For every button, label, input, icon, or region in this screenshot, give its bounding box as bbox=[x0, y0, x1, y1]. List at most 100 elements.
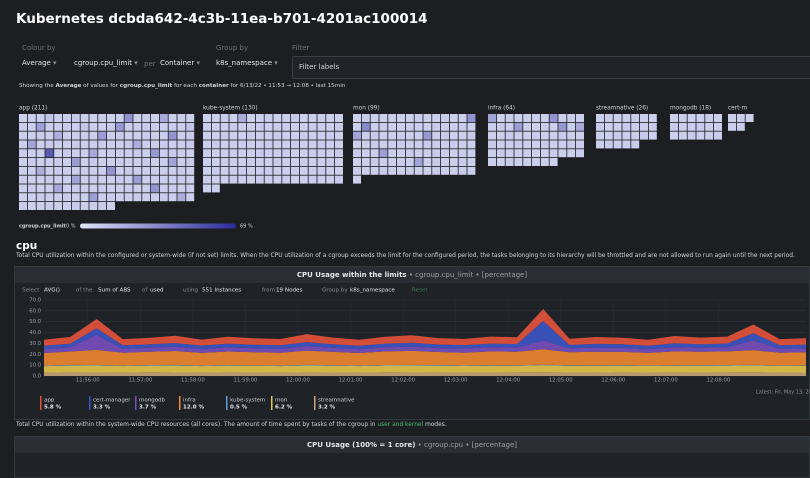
heat-cell bbox=[432, 122, 441, 131]
heat-cell bbox=[186, 140, 195, 149]
heat-cell bbox=[203, 184, 211, 193]
heat-cell bbox=[107, 149, 115, 158]
heat-cell bbox=[63, 184, 71, 193]
heat-cell bbox=[124, 131, 133, 140]
heat-cell bbox=[124, 193, 133, 202]
aggregation-dropdown[interactable]: Average bbox=[22, 59, 57, 67]
heat-cell bbox=[282, 149, 291, 158]
heat-cell bbox=[80, 175, 89, 184]
heat-cell bbox=[335, 149, 343, 158]
heat-cell bbox=[596, 140, 604, 149]
heat-cell bbox=[133, 149, 142, 158]
y-tick-label: 40.0 bbox=[29, 330, 41, 336]
heat-cell bbox=[71, 184, 80, 193]
heat-cell bbox=[640, 122, 648, 131]
heat-cell bbox=[353, 166, 361, 175]
heat-cell bbox=[151, 184, 159, 193]
heat-cell bbox=[604, 131, 613, 140]
heat-cell bbox=[124, 149, 133, 158]
heat-cell bbox=[317, 149, 326, 158]
heat-cell bbox=[36, 193, 45, 202]
heat-cell bbox=[63, 193, 71, 202]
heat-cell bbox=[458, 149, 467, 158]
heat-cell bbox=[238, 140, 247, 149]
group-label: cert-m bbox=[728, 106, 748, 112]
group-label: streamnative (26) bbox=[596, 106, 648, 112]
heat-cell bbox=[273, 175, 282, 184]
heat-cell bbox=[107, 175, 115, 184]
section-title: cpu bbox=[16, 240, 38, 252]
heat-cell bbox=[151, 140, 159, 149]
heat-cell bbox=[211, 184, 220, 193]
heat-cell bbox=[467, 131, 476, 140]
heat-cell bbox=[558, 114, 567, 122]
group-by-dropdown[interactable]: k8s_namespace bbox=[216, 59, 278, 67]
heat-cell bbox=[107, 140, 115, 149]
per-dropdown[interactable]: Container bbox=[160, 59, 200, 67]
heat-cell bbox=[19, 149, 27, 158]
heat-cell bbox=[36, 114, 45, 122]
description-text: modes. bbox=[423, 422, 447, 428]
heat-cell bbox=[107, 122, 115, 131]
heat-cell bbox=[388, 149, 397, 158]
heat-cell bbox=[177, 114, 186, 122]
heat-cell bbox=[549, 114, 558, 122]
heat-cell bbox=[107, 114, 115, 122]
heat-cell bbox=[36, 158, 45, 166]
heat-cell bbox=[107, 184, 115, 193]
heat-cell bbox=[27, 140, 36, 149]
heat-cell bbox=[203, 149, 211, 158]
heat-cell bbox=[379, 131, 388, 140]
heat-cell bbox=[532, 131, 540, 140]
heat-cell bbox=[27, 149, 36, 158]
chart-control: AVG() bbox=[44, 288, 60, 294]
heat-cell bbox=[264, 175, 273, 184]
metric-dropdown[interactable]: cgroup.cpu_limit bbox=[74, 59, 138, 67]
heat-cell bbox=[107, 166, 115, 175]
heat-cell bbox=[133, 158, 142, 166]
heat-cell bbox=[291, 140, 299, 149]
heat-cell bbox=[353, 140, 361, 149]
heat-cell bbox=[142, 140, 151, 149]
heat-cell bbox=[648, 114, 657, 122]
heat-cell bbox=[397, 114, 405, 122]
heat-cell bbox=[19, 114, 27, 122]
heat-cell bbox=[124, 158, 133, 166]
heat-cell bbox=[467, 140, 476, 149]
heat-cell bbox=[63, 175, 71, 184]
heat-cell bbox=[27, 122, 36, 131]
heat-cell bbox=[151, 166, 159, 175]
heat-cell bbox=[282, 166, 291, 175]
heat-cell bbox=[211, 149, 220, 158]
heat-cell bbox=[220, 149, 229, 158]
heat-cell bbox=[247, 114, 255, 122]
y-tick-label: 50.0 bbox=[29, 319, 41, 325]
heat-cell bbox=[441, 114, 449, 122]
heat-cell bbox=[458, 166, 467, 175]
x-tick-label: 11:58:00 bbox=[181, 378, 205, 384]
heat-cell bbox=[19, 122, 27, 131]
heat-cell bbox=[596, 131, 604, 140]
heat-cell bbox=[98, 122, 107, 131]
heat-cell bbox=[168, 158, 177, 166]
heat-cell bbox=[388, 158, 397, 166]
heat-cell bbox=[151, 175, 159, 184]
heat-cell bbox=[405, 149, 414, 158]
heat-cell bbox=[45, 202, 54, 210]
y-tick-label: 10.0 bbox=[29, 363, 41, 369]
heat-cell bbox=[203, 166, 211, 175]
heat-cell bbox=[728, 122, 736, 131]
filter-input[interactable]: Filter labels bbox=[292, 56, 810, 79]
heat-cell bbox=[282, 122, 291, 131]
heat-cell bbox=[63, 202, 71, 210]
heat-cell bbox=[168, 122, 177, 131]
heat-cell bbox=[308, 158, 317, 166]
heat-cell bbox=[168, 166, 177, 175]
heat-cell bbox=[449, 149, 458, 158]
heat-cell bbox=[80, 202, 89, 210]
heat-cell bbox=[229, 114, 238, 122]
heat-cell bbox=[54, 166, 63, 175]
y-tick-label: 30.0 bbox=[29, 341, 41, 347]
heat-cell bbox=[98, 193, 107, 202]
heat-cell bbox=[631, 131, 640, 140]
